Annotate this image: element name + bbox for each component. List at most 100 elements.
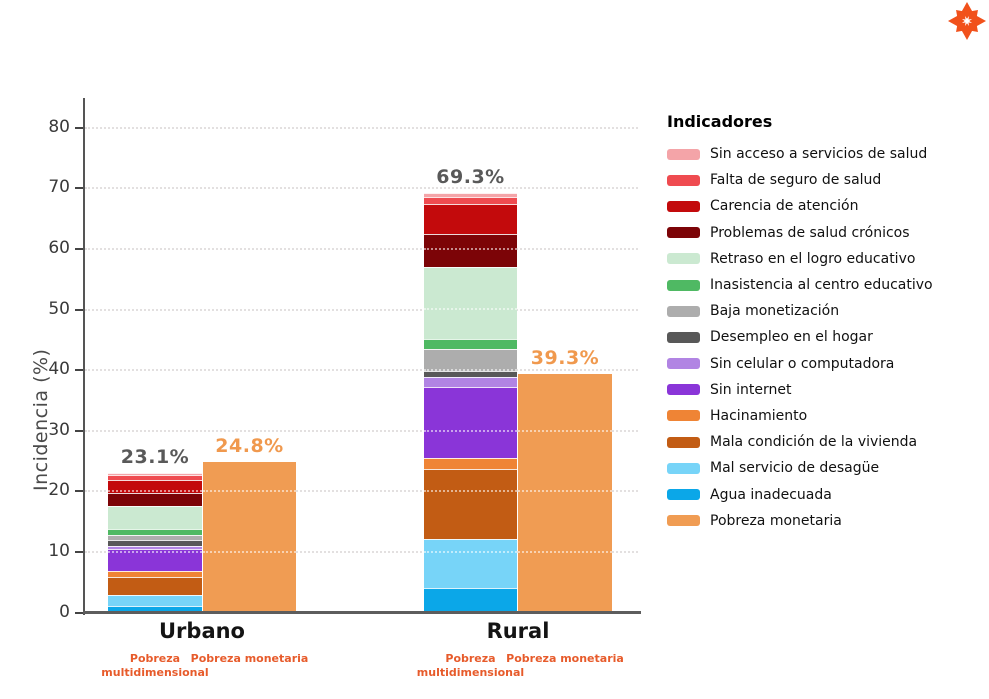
segment-carencia-de-atencion[interactable] [108,479,202,494]
bar-value-label-urbano_monetaria: 24.8% [215,435,284,458]
segment-sin-internet[interactable] [424,387,517,458]
gridline-overlay [424,550,517,553]
y-tick-label: 70 [48,177,70,198]
segment-sin-acceso-a-servicios-de-salud[interactable] [108,472,202,475]
legend-swatch [667,253,700,265]
segment-sin-celular-o-computadora[interactable] [108,545,202,549]
segment-desempleo-en-el-hogar[interactable] [424,370,517,378]
legend-item-mala-condicion-de-la-vivienda[interactable]: Mala condición de la vivienda [664,429,986,455]
legend-item-label: Baja monetización [710,303,840,320]
segment-problemas-de-salud-cronicos[interactable] [108,493,202,507]
gridline-80 [85,126,638,129]
legend-swatch [667,515,700,527]
gridline-10 [85,550,638,553]
gridline-overlay [424,308,517,311]
y-axis-tick [75,369,83,372]
segment-mala-condicion-de-la-vivienda[interactable] [108,577,202,596]
legend-swatch [667,384,700,396]
segment-agua-inadecuada[interactable] [108,606,202,613]
y-axis-tick [75,550,83,553]
segment-baja-monetizacion[interactable] [424,349,517,371]
legend-swatch [667,227,700,239]
legend-item-sin-celular-o-computadora[interactable]: Sin celular o computadora [664,351,986,377]
legend-item-label: Falta de seguro de salud [710,172,882,189]
y-tick-label: 10 [48,540,70,561]
gridline-50 [85,308,638,311]
segment-mal-servicio-de-desague[interactable] [108,595,202,607]
y-tick-label: 80 [48,116,70,137]
legend-swatch [667,331,700,343]
legend-item-sin-internet[interactable]: Sin internet [664,377,986,403]
segment-retraso-en-el-logro-educativo[interactable] [108,506,202,530]
legend-item-agua-inadecuada[interactable]: Agua inadecuada [664,481,986,507]
segment-hacinamiento[interactable] [108,571,202,578]
legend-item-carencia-de-atencion[interactable]: Carencia de atención [664,193,986,219]
segment-retraso-en-el-logro-educativo[interactable] [424,267,517,339]
gridline-overlay [424,369,517,372]
y-axis-tick [75,126,83,129]
y-tick-label: 40 [48,359,70,380]
brand-logo-star-icon [948,2,986,40]
legend-swatch [667,358,700,370]
legend-swatch [667,436,700,448]
bar-pobreza-monetaria-urbano[interactable] [203,462,296,613]
stacked-bar-multidimensional-urbano[interactable] [108,472,202,613]
gridline-60 [85,247,638,250]
legend-swatch [667,279,700,291]
segment-inasistencia-al-centro-educativo[interactable] [108,529,202,536]
segment-problemas-de-salud-cronicos[interactable] [424,234,517,268]
legend-item-hacinamiento[interactable]: Hacinamiento [664,403,986,429]
gridline-overlay [203,490,296,493]
y-tick-label: 50 [48,298,70,319]
legend-item-sin-acceso-a-servicios-de-salud[interactable]: Sin acceso a servicios de salud [664,141,986,167]
legend-item-mal-servicio-de-desague[interactable]: Mal servicio de desagüe [664,455,986,481]
y-tick-label: 30 [48,419,70,440]
legend: Indicadores Sin acceso a servicios de sa… [664,112,986,534]
segment-mal-servicio-de-desague[interactable] [424,539,517,588]
legend-swatch [667,305,700,317]
x-category-label-rural: Rural [486,619,550,643]
gridline-20 [85,490,638,493]
segment-sin-celular-o-computadora[interactable] [424,377,517,387]
segment-sin-acceso-a-servicios-de-salud[interactable] [424,192,517,198]
y-axis-tick [75,187,83,190]
segment-sin-internet[interactable] [108,548,202,572]
legend-items: Sin acceso a servicios de salud Falta de … [664,141,986,534]
segment-falta-de-seguro-de-salud[interactable] [108,474,202,480]
legend-item-baja-monetizacion[interactable]: Baja monetización [664,298,986,324]
gridline-overlay [424,490,517,493]
segment-baja-monetizacion[interactable] [108,535,202,541]
bar-value-label-urbano_multidimensional: 23.1% [120,445,190,468]
legend-item-problemas-de-salud-cronicos[interactable]: Problemas de salud crónicos [664,220,986,246]
y-axis-tick [75,490,83,493]
segment-carencia-de-atencion[interactable] [424,204,517,235]
legend-item-label: Mala condición de la vivienda [710,434,918,451]
y-axis-tick [75,247,83,250]
legend-swatch [667,489,700,501]
stacked-bar-multidimensional-rural[interactable] [424,192,517,613]
legend-item-falta-de-seguro-de-salud[interactable]: Falta de seguro de salud [664,167,986,193]
gridline-30 [85,429,638,432]
legend-item-label: Sin acceso a servicios de salud [710,146,928,163]
gridline-40 [85,369,638,372]
segment-desempleo-en-el-hogar[interactable] [108,540,202,546]
legend-item-retraso-en-el-logro-educativo[interactable]: Retraso en el logro educativo [664,246,986,272]
bar-pobreza-monetaria-rural[interactable] [518,374,612,613]
bar-type-label-rural_monetaria: Pobreza monetaria [506,652,624,665]
segment-mala-condicion-de-la-vivienda[interactable] [424,468,517,540]
y-axis-tick [75,308,83,311]
legend-item-pobreza-monetaria[interactable]: Pobreza monetaria [664,508,986,534]
segment-inasistencia-al-centro-educativo[interactable] [424,338,517,350]
legend-item-label: Mal servicio de desagüe [710,460,880,477]
legend-item-desempleo-en-el-hogar[interactable]: Desempleo en el hogar [664,324,986,350]
gridline-overlay [424,247,517,250]
segment-hacinamiento[interactable] [424,457,517,469]
segment-agua-inadecuada[interactable] [424,587,517,613]
y-tick-label: 20 [48,480,70,501]
segment-falta-de-seguro-de-salud[interactable] [424,197,517,205]
legend-item-label: Carencia de atención [710,198,859,215]
legend-item-label: Sin internet [710,381,792,398]
legend-item-label: Sin celular o computadora [710,355,895,372]
legend-item-inasistencia-al-centro-educativo[interactable]: Inasistencia al centro educativo [664,272,986,298]
